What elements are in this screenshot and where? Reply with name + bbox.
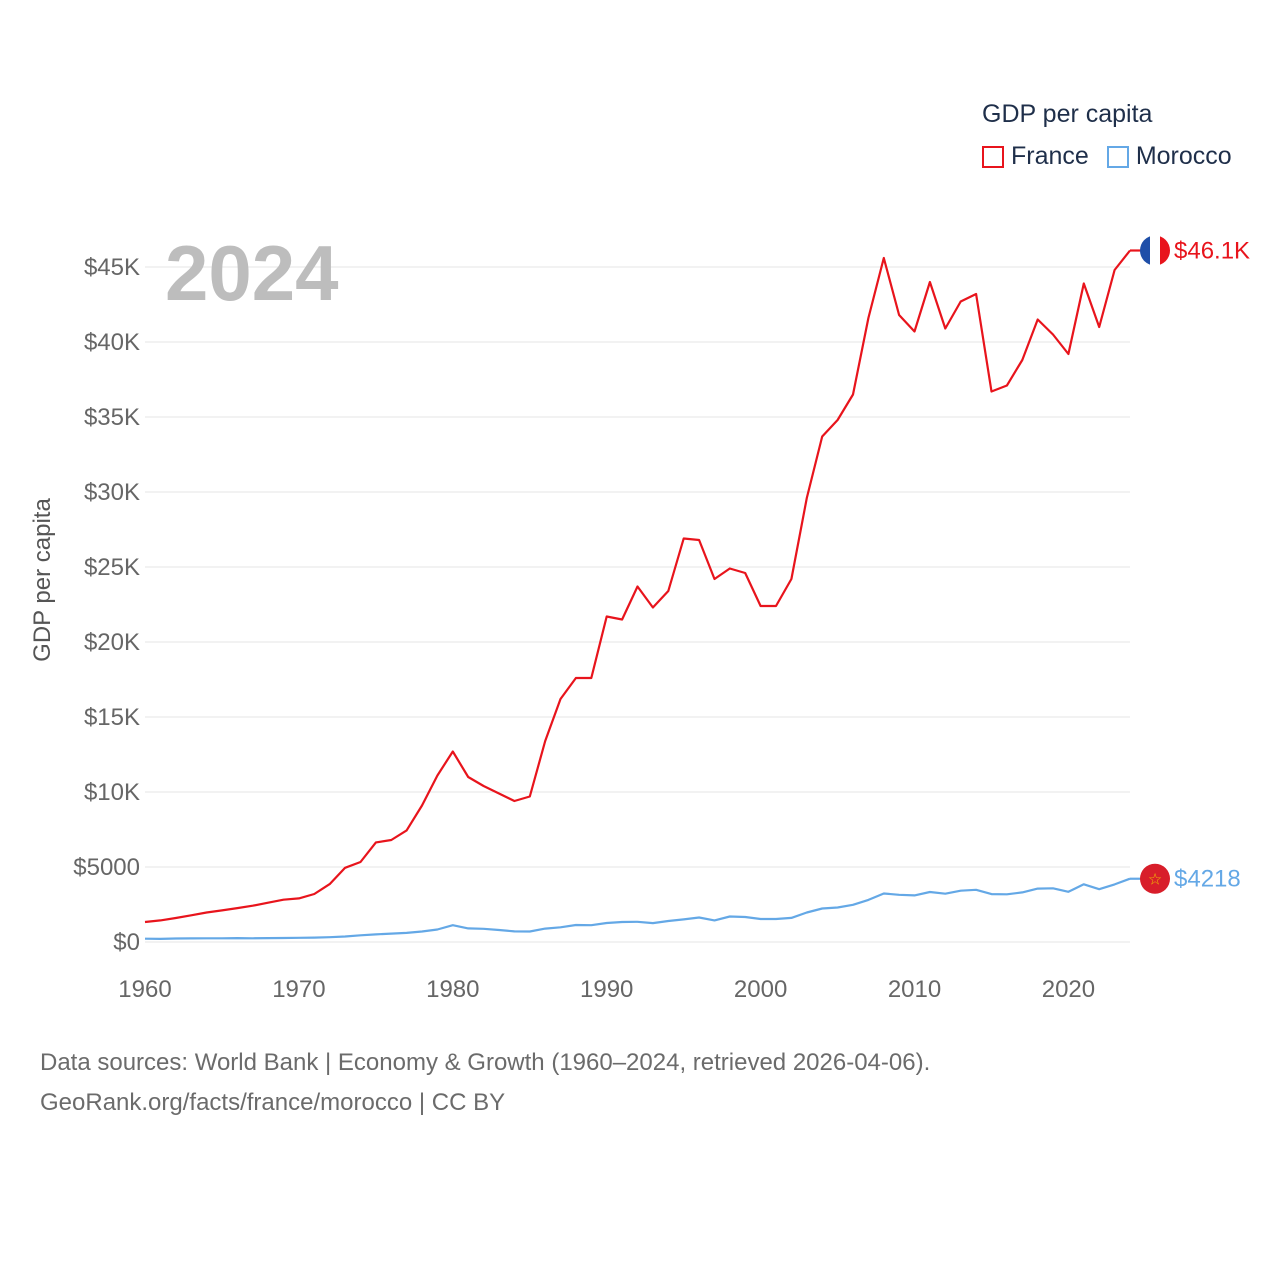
legend-label-france: France — [1011, 142, 1089, 170]
y-tick-label: $40K — [84, 329, 140, 356]
y-tick-label: $10K — [84, 779, 140, 806]
year-indicator: 2024 — [165, 229, 339, 317]
y-tick-label: $45K — [84, 254, 140, 281]
x-tick-label: 2020 — [1042, 976, 1095, 1003]
x-tick-label: 1980 — [426, 976, 479, 1003]
attribution-link[interactable]: GeoRank.org/facts/france/morocco | CC BY — [40, 1089, 506, 1116]
y-tick-label: $15K — [84, 704, 140, 731]
y-tick-label: $5000 — [73, 854, 140, 881]
svg-text:☆: ☆ — [1148, 872, 1162, 889]
series-lines — [144, 249, 1131, 941]
y-axis-ticks: $0 $5000 $10K $15K $20K $25K $30K $35K $40K $45K — [73, 254, 140, 956]
legend-item-france[interactable]: France — [982, 142, 1089, 171]
y-tick-label: $0 — [113, 929, 140, 956]
y-tick-label: $25K — [84, 554, 140, 581]
x-tick-label: 2000 — [734, 976, 787, 1003]
x-axis-ticks: 1960 1970 1980 1990 2000 2010 2020 — [118, 976, 1095, 1003]
gridlines — [145, 266, 1130, 943]
data-sources-text: Data sources: World Bank | Economy & Gro… — [40, 1049, 931, 1076]
legend: France Morocco — [982, 142, 1250, 171]
legend-item-morocco[interactable]: Morocco — [1106, 142, 1232, 171]
end-label-morocco: $4218 — [1174, 866, 1241, 893]
series-line-france — [144, 249, 1131, 924]
legend-title: GDP per capita — [982, 100, 1153, 128]
footer: Data sources: World Bank | Economy & Gro… — [40, 1043, 930, 1123]
x-tick-label: 1970 — [272, 976, 325, 1003]
series-line-morocco — [144, 877, 1131, 941]
y-tick-label: $20K — [84, 629, 140, 656]
end-markers: $46.1K ☆ $4218 — [1130, 235, 1250, 894]
y-axis-title: GDP per capita — [29, 498, 56, 662]
x-tick-label: 2010 — [888, 976, 941, 1003]
legend-swatch-france — [982, 145, 1004, 168]
x-tick-label: 1990 — [580, 976, 633, 1003]
france-flag-icon — [1140, 235, 1170, 266]
x-tick-label: 1960 — [118, 976, 171, 1003]
morocco-flag-icon: ☆ — [1140, 863, 1170, 894]
y-tick-label: $35K — [84, 404, 140, 431]
legend-label-morocco: Morocco — [1135, 142, 1232, 170]
y-tick-label: $30K — [84, 479, 140, 506]
end-label-france: $46.1K — [1174, 238, 1250, 265]
legend-swatch-morocco — [1106, 145, 1129, 168]
